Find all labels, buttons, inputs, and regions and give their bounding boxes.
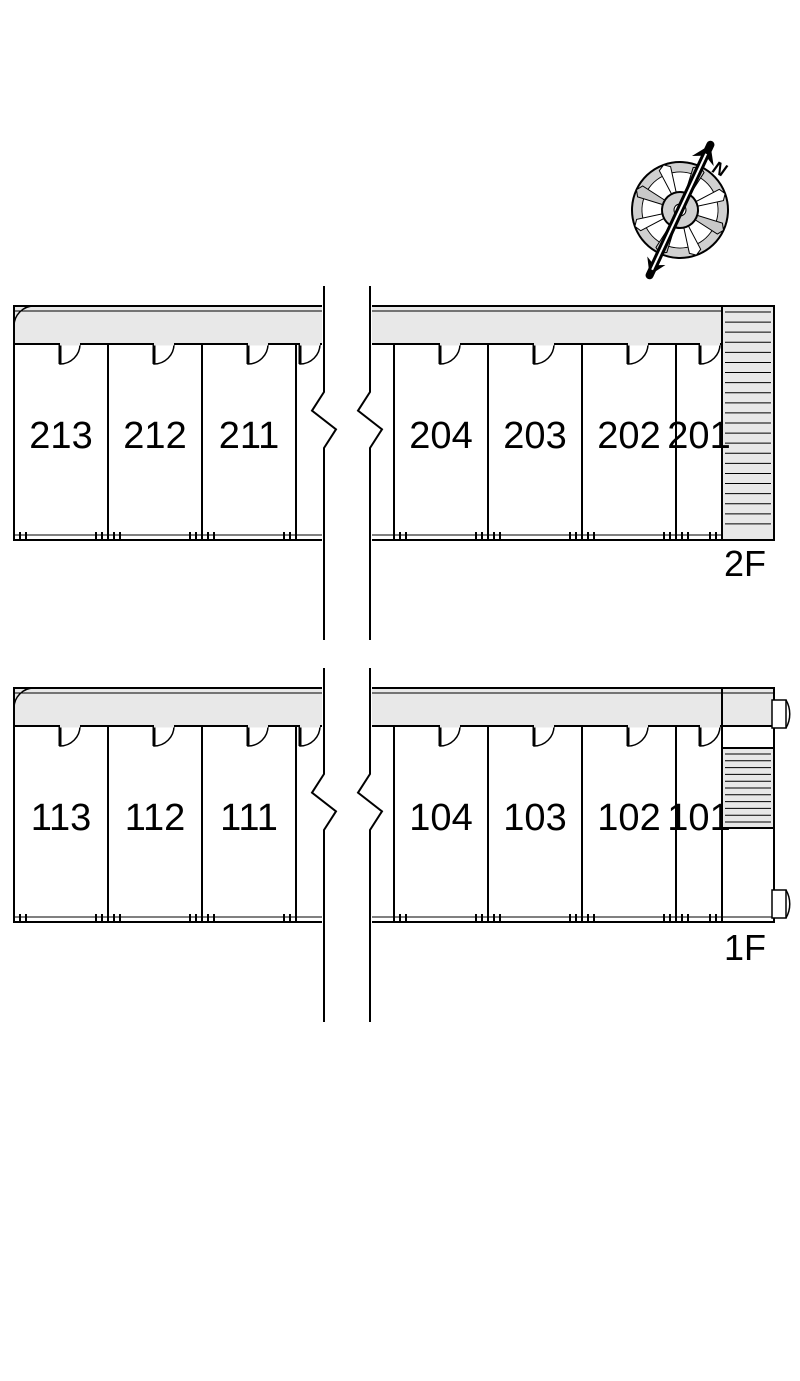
floor-plan-canvas: N2132122112042032022012F1131121111041031… bbox=[0, 0, 800, 1381]
room-label-104: 104 bbox=[409, 797, 472, 839]
room-label-204: 204 bbox=[409, 415, 472, 457]
room-label-112: 112 bbox=[125, 797, 186, 839]
floor-2F: 213 212 211 204 203 202201 2F bbox=[14, 286, 774, 640]
room-label-102: 102 bbox=[597, 797, 660, 839]
room-label-113: 113 bbox=[31, 797, 92, 839]
room-label-111: 111 bbox=[220, 797, 278, 839]
room-label-212: 212 bbox=[123, 415, 186, 457]
room-label-201: 201 bbox=[667, 415, 730, 457]
floor-label-2F: 2F bbox=[724, 543, 766, 584]
room-label-213: 213 bbox=[29, 415, 92, 457]
floor-1F: 113 112 111 104 103 102101 1F bbox=[14, 668, 790, 1022]
floor-plan-svg: N2132122112042032022012F1131121111041031… bbox=[0, 0, 800, 1381]
room-label-202: 202 bbox=[597, 415, 660, 457]
room-label-103: 103 bbox=[503, 797, 566, 839]
floor-label-1F: 1F bbox=[724, 927, 766, 968]
compass-icon: N bbox=[606, 124, 754, 295]
room-label-101: 101 bbox=[667, 797, 730, 839]
room-label-211: 211 bbox=[219, 415, 280, 457]
room-label-203: 203 bbox=[503, 415, 566, 457]
